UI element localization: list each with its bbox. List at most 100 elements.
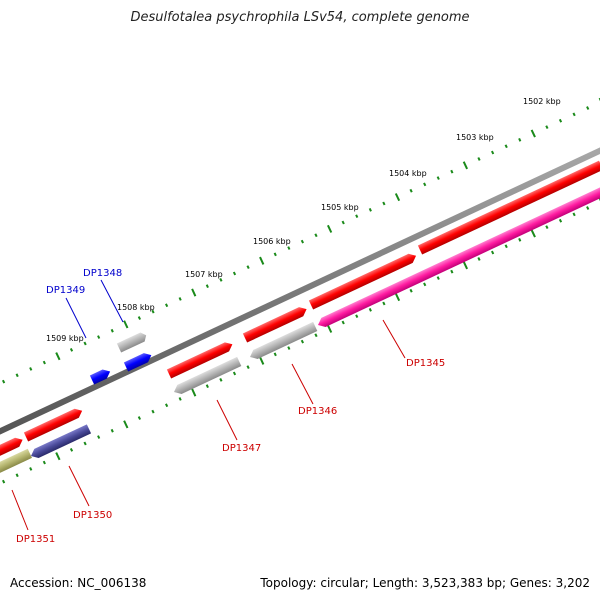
kbp-label-1507: 1507 kbp	[185, 270, 223, 279]
ruler-lower-tick	[382, 301, 386, 306]
ruler-lower-tick	[178, 397, 182, 401]
ruler-lower-tick	[462, 261, 469, 270]
gene-dp1345-reverse	[318, 184, 600, 327]
kbp-ruler-upper	[1, 97, 600, 384]
gene-label-dp1345: DP1345	[406, 358, 445, 369]
ruler-lower-tick	[273, 352, 277, 357]
ruler-lower-tick	[423, 282, 427, 287]
ruler-upper-tick	[246, 265, 250, 270]
gene-callouts	[11, 279, 406, 531]
ruler-upper-tick	[151, 309, 155, 314]
ruler-lower-tick	[259, 356, 265, 365]
ruler-upper-tick	[287, 246, 291, 250]
ruler-upper-tick	[558, 118, 563, 123]
ruler-lower-tick	[151, 409, 155, 414]
ruler-lower-tick	[586, 206, 590, 210]
gene-dp1350-forward	[23, 408, 83, 442]
gene-grey-small	[116, 332, 147, 353]
ruler-lower-tick	[450, 269, 454, 274]
ruler-upper-tick	[55, 352, 61, 361]
ruler-upper-tick	[69, 347, 74, 352]
ruler-lower-tick	[137, 416, 142, 420]
ruler-lower-tick	[15, 473, 19, 478]
gene-label-dp1351: DP1351	[16, 534, 55, 545]
gene-dp1349-feature	[89, 369, 111, 385]
ruler-upper-tick	[394, 193, 401, 202]
ruler-lower-tick	[477, 257, 481, 261]
ruler-upper-tick	[137, 316, 142, 320]
ruler-lower-tick	[97, 435, 101, 439]
ruler-lower-tick	[191, 388, 197, 397]
ruler-upper-tick	[545, 125, 549, 130]
kbp-ruler-lower	[1, 197, 600, 484]
ruler-upper-tick	[518, 137, 522, 142]
ruler-lower-tick	[368, 307, 372, 312]
gene-label-dp1347: DP1347	[222, 443, 261, 454]
gene-features	[0, 160, 600, 477]
ruler-lower-tick	[545, 225, 549, 230]
kbp-label-1505: 1505 kbp	[321, 203, 359, 212]
ruler-upper-tick	[504, 144, 508, 149]
ruler-upper-tick	[450, 169, 454, 174]
ruler-lower-tick	[572, 212, 576, 217]
ruler-lower-tick	[300, 339, 305, 344]
ruler-lower-tick	[287, 346, 291, 350]
genome-summary-text: Topology: circular; Length: 3,523,383 bp…	[260, 576, 590, 590]
ruler-upper-tick	[123, 320, 129, 329]
ruler-lower-tick	[530, 229, 536, 238]
ruler-lower-tick	[436, 276, 440, 280]
genome-backbone	[0, 147, 600, 435]
ruler-upper-tick	[300, 239, 305, 244]
ruler-upper-tick	[219, 277, 223, 282]
kbp-label-1503: 1503 kbp	[456, 133, 494, 142]
gene-dp1348-feature	[123, 353, 152, 372]
ruler-lower-tick	[55, 452, 61, 461]
gene-dp1345-forward	[417, 160, 600, 255]
kbp-labels: 1502 kbp 1503 kbp 1504 kbp 1505 kbp 1506…	[46, 97, 561, 343]
ruler-lower-tick	[341, 320, 345, 325]
ruler-upper-tick	[232, 271, 237, 276]
ruler-lower-tick	[314, 333, 318, 338]
ruler-lower-tick	[42, 460, 46, 465]
ruler-upper-tick	[273, 252, 277, 257]
kbp-label-1508: 1508 kbp	[117, 303, 155, 312]
ruler-upper-tick	[110, 328, 114, 333]
kbp-label-1502: 1502 kbp	[523, 97, 561, 106]
ruler-lower-tick	[83, 441, 87, 446]
ruler-lower-tick	[232, 371, 237, 376]
ruler-lower-tick	[29, 467, 33, 471]
ruler-upper-tick	[477, 157, 481, 161]
ruler-upper-tick	[586, 106, 590, 110]
kbp-label-1504: 1504 kbp	[389, 169, 427, 178]
ruler-lower-tick	[123, 420, 129, 429]
ruler-lower-tick	[246, 365, 250, 370]
ruler-lower-tick	[205, 384, 209, 389]
ruler-upper-tick	[205, 284, 209, 289]
ruler-upper-tick	[423, 182, 427, 187]
ruler-upper-tick	[341, 220, 345, 225]
ruler-upper-tick	[15, 373, 19, 378]
ruler-upper-tick	[382, 201, 386, 206]
ruler-lower-tick	[110, 428, 114, 433]
ruler-upper-tick	[83, 341, 87, 346]
gene-dp1351-reverse	[0, 448, 32, 477]
ruler-lower-tick	[490, 250, 495, 255]
kbp-label-1509: 1509 kbp	[46, 334, 84, 343]
ruler-lower-tick	[69, 447, 74, 452]
ruler-lower-tick	[219, 377, 223, 382]
ruler-lower-tick	[394, 293, 401, 302]
gene-red-forward	[308, 253, 417, 310]
ruler-upper-tick	[462, 161, 469, 170]
gene-label-dp1349: DP1349	[46, 285, 85, 296]
gene-dp1351-forward	[0, 437, 23, 460]
ruler-upper-tick	[29, 367, 33, 371]
ruler-upper-tick	[164, 303, 169, 308]
ruler-upper-tick	[191, 288, 197, 297]
gene-dp1346-reverse	[250, 321, 318, 359]
ruler-upper-tick	[259, 256, 265, 265]
ruler-upper-tick	[1, 379, 6, 384]
gene-label-dp1346: DP1346	[298, 406, 337, 417]
ruler-lower-tick	[558, 218, 563, 223]
ruler-upper-tick	[97, 335, 101, 339]
